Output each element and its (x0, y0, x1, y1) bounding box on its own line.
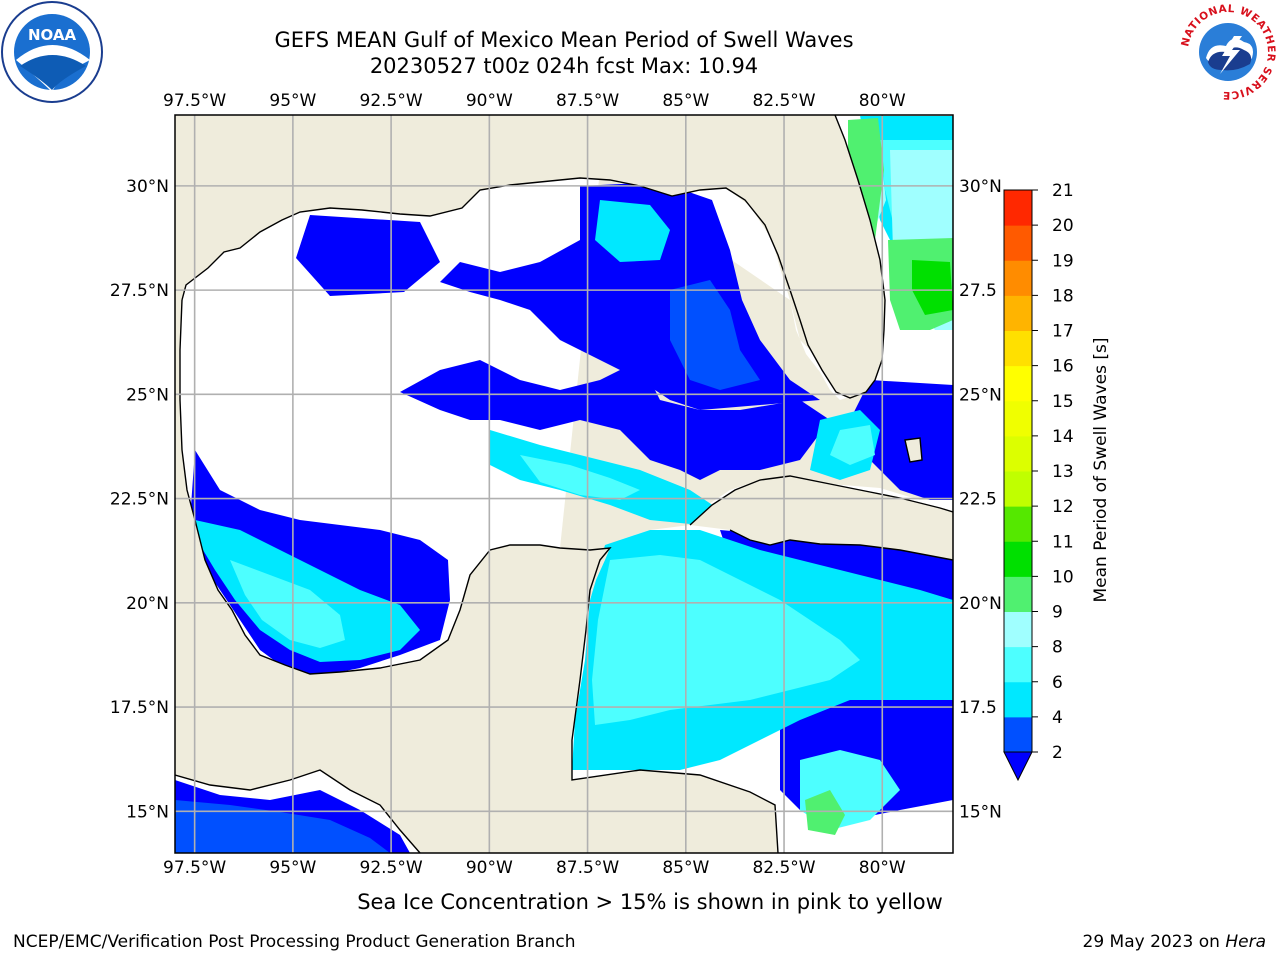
lat-tick-label: 15°N (959, 802, 1002, 822)
lat-tick-label: 25°N (126, 385, 169, 405)
colorbar-tick-label: 10 (1052, 567, 1074, 587)
colorbar-tick-label: 9 (1052, 603, 1063, 623)
lon-tick-label: 97.5°W (163, 858, 226, 878)
date-text: 29 May 2023 on (1082, 932, 1220, 952)
lon-tick-label: 80°W (859, 91, 906, 111)
gridlines (175, 115, 953, 853)
colorbar-label: Mean Period of Swell Waves [s] (1091, 338, 1111, 603)
lon-tick-label: 95°W (269, 91, 316, 111)
yucatan-land (555, 548, 610, 740)
noaa-logo: NOAA (1, 1, 103, 103)
colorbar-segment (1004, 716, 1032, 753)
lon-tick-label: 97.5°W (163, 91, 226, 111)
lon-tick-label: 90°W (466, 858, 513, 878)
mexico-land (175, 300, 778, 853)
colorbar-extend-arrow (1003, 751, 1033, 782)
contour-6-8 (230, 140, 953, 830)
colorbar-segment (1004, 260, 1032, 296)
colorbar-tick-label: 17 (1052, 322, 1074, 342)
lat-tick-label: 17.5 (959, 698, 997, 718)
cuba-land (690, 476, 953, 560)
lon-tick-label: 82.5°W (752, 858, 815, 878)
colorbar-tick-label: 12 (1052, 497, 1074, 517)
colorbar-segment (1004, 681, 1032, 718)
lat-tick-label: 27.5°N (110, 281, 169, 301)
credit-line: NCEP/EMC/Verification Post Processing Pr… (13, 932, 576, 952)
lat-ticks-left: 30°N 27.5°N 25°N 22.5°N 20°N 17.5°N 15°N (110, 177, 169, 822)
colorbar-tick-label: 14 (1052, 427, 1074, 447)
lon-tick-label: 92.5°W (360, 91, 423, 111)
colorbar-tick-label: 6 (1052, 673, 1063, 693)
colorbar-segment (1004, 295, 1032, 331)
lat-tick-label: 27.5 (959, 281, 997, 301)
lat-tick-label: 20°N (959, 594, 1002, 614)
lon-ticks-top: 97.5°W 95°W 92.5°W 90°W 87.5°W 85°W 82.5°W 80°W (163, 91, 906, 111)
colorbar-segment (1004, 400, 1032, 437)
colorbar-tick-label: 8 (1052, 638, 1063, 658)
chart-title: GEFS MEAN Gulf of Mexico Mean Period of … (274, 28, 854, 52)
chart-subtitle: 20230527 t00z 024h fcst Max: 10.94 (369, 54, 759, 78)
lat-tick-label: 17.5°N (110, 698, 169, 718)
lon-tick-label: 90°W (466, 91, 513, 111)
colorbar-segment (1004, 225, 1032, 261)
colorbar-tick-label: 15 (1052, 392, 1074, 412)
lon-tick-label: 85°W (662, 91, 709, 111)
colorbar-segment (1004, 576, 1032, 612)
lon-tick-label: 87.5°W (556, 91, 619, 111)
colorbar-tick-label: 16 (1052, 357, 1074, 377)
lon-tick-label: 92.5°W (360, 858, 423, 878)
lat-tick-label: 22.5°N (110, 490, 169, 510)
map-layer (175, 115, 953, 853)
colorbar-tick-label: 13 (1052, 462, 1074, 482)
sea-ice-note: Sea Ice Concentration > 15% is shown in … (357, 890, 943, 914)
colorbar-tick-label: 21 (1052, 181, 1074, 201)
lat-tick-label: 25°N (959, 385, 1002, 405)
map-frame (174, 114, 954, 854)
colorbar-segment (1004, 646, 1032, 683)
contour-10-11 (912, 260, 953, 315)
colorbar-segment (1004, 611, 1032, 648)
colorbar-segment (1004, 541, 1032, 577)
colorbar-tick-label: 11 (1052, 532, 1074, 552)
lon-tick-label: 87.5°W (556, 858, 619, 878)
colorbar-tick-label: 18 (1052, 286, 1074, 306)
nws-logo: NATIONAL WEATHER SERVICE (1179, 3, 1276, 101)
noaa-logo-text: NOAA (28, 26, 77, 44)
lat-tick-label: 30°N (959, 177, 1002, 197)
lon-tick-label: 82.5°W (752, 91, 815, 111)
colorbar-tick-label: 4 (1052, 708, 1063, 728)
colorbar-segment (1004, 506, 1032, 542)
colorbar-segment (1004, 435, 1032, 472)
colorbar-segment (1004, 365, 1032, 402)
lat-ticks-right: 30°N 27.5 25°N 22.5 20°N 17.5 15°N (959, 177, 1002, 822)
lon-tick-label: 95°W (269, 858, 316, 878)
colorbar-segment (1004, 471, 1032, 507)
date-line: 29 May 2023 on Hera (1083, 932, 1267, 952)
host-name: Hera (1225, 932, 1266, 952)
lon-tick-label: 80°W (859, 858, 906, 878)
colorbar-tick-label: 19 (1052, 251, 1074, 271)
colorbar-segment (1004, 190, 1032, 226)
lon-tick-label: 85°W (662, 858, 709, 878)
lon-ticks-bottom: 97.5°W 95°W 92.5°W 90°W 87.5°W 85°W 82.5°W 80°W (163, 858, 906, 878)
colorbar-tick-label: 20 (1052, 216, 1074, 236)
colorbar-tick-label: 2 (1052, 743, 1063, 763)
colorbar-segment (1004, 330, 1032, 367)
lat-tick-label: 15°N (126, 802, 169, 822)
lat-tick-label: 20°N (126, 594, 169, 614)
lat-tick-label: 30°N (126, 177, 169, 197)
colorbar: 2 4 6 8 9 10 11 12 13 14 15 16 17 18 19 20 21 (1003, 181, 1074, 782)
lat-tick-label: 22.5 (959, 490, 997, 510)
